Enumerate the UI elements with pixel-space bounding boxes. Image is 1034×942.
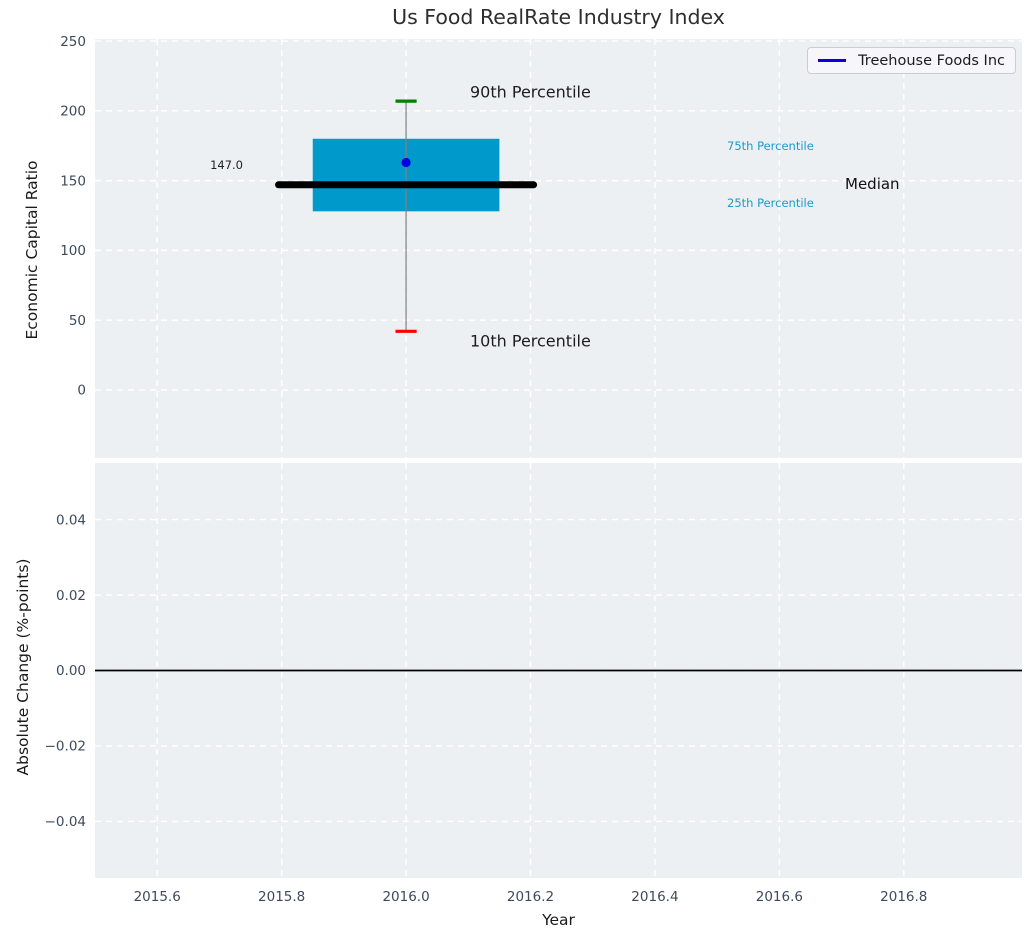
legend-line-swatch bbox=[818, 59, 847, 62]
annotation-90th-percentile: 90th Percentile bbox=[470, 82, 591, 102]
top-y-tick-label: 150 bbox=[60, 173, 86, 189]
annotation-median-value: 147.0 bbox=[210, 158, 243, 172]
x-tick-label: 2016.4 bbox=[631, 889, 678, 905]
bottom-y-tick-label: −0.02 bbox=[45, 739, 86, 755]
top-y-tick-label: 100 bbox=[60, 243, 86, 259]
annotation-median: Median bbox=[845, 175, 900, 193]
chart-title: Us Food RealRate Industry Index bbox=[392, 5, 725, 29]
bottom-y-tick-label: 0.00 bbox=[56, 663, 86, 679]
bottom-y-tick-label: −0.04 bbox=[45, 814, 86, 830]
bottom-y-tick-label: 0.04 bbox=[56, 512, 86, 528]
legend-label: Treehouse Foods Inc bbox=[858, 52, 1005, 69]
bottom-plot-area bbox=[95, 463, 1022, 878]
legend: Treehouse Foods Inc bbox=[807, 47, 1016, 74]
top-y-tick-label: 200 bbox=[60, 104, 86, 120]
x-tick-label: 2015.6 bbox=[134, 889, 181, 905]
top-y-tick-label: 50 bbox=[69, 313, 86, 329]
annotation-10th-percentile: 10th Percentile bbox=[470, 331, 591, 351]
x-tick-label: 2016.0 bbox=[382, 889, 429, 905]
top-y-tick-label: 250 bbox=[60, 34, 86, 50]
top-plot-area bbox=[95, 39, 1022, 458]
top-y-axis-label: Economic Capital Ratio bbox=[23, 160, 41, 340]
annotation-75th-percentile: 75th Percentile bbox=[727, 139, 814, 153]
x-tick-label: 2016.2 bbox=[507, 889, 554, 905]
annotation-25th-percentile: 25th Percentile bbox=[727, 196, 814, 210]
top-y-tick-label: 0 bbox=[77, 383, 86, 399]
x-tick-label: 2015.8 bbox=[258, 889, 305, 905]
bottom-y-axis-label: Absolute Change (%-points) bbox=[14, 558, 32, 776]
x-tick-label: 2016.8 bbox=[880, 889, 927, 905]
x-axis-label: Year bbox=[542, 911, 575, 929]
bottom-y-tick-label: 0.02 bbox=[56, 588, 86, 604]
x-tick-label: 2016.6 bbox=[756, 889, 803, 905]
